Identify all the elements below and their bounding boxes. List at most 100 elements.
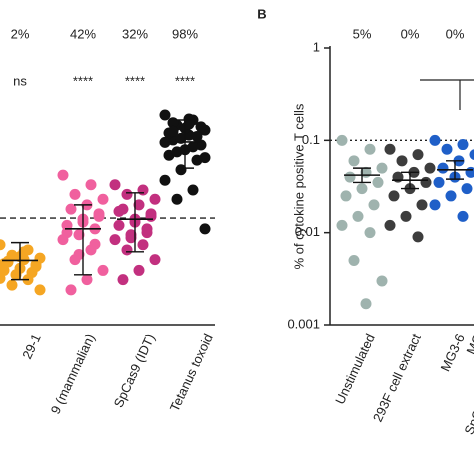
x-tick-label: 293F cell extract bbox=[370, 331, 424, 424]
data-point bbox=[81, 274, 93, 286]
data-point bbox=[195, 121, 207, 133]
data-point bbox=[388, 190, 400, 202]
error-bar bbox=[176, 119, 194, 169]
data-point bbox=[384, 219, 396, 231]
data-point bbox=[364, 227, 376, 239]
x-tick-label: Unstimulated bbox=[332, 331, 378, 406]
data-point bbox=[109, 234, 121, 246]
data-point bbox=[187, 141, 199, 153]
data-point bbox=[133, 199, 145, 211]
y-tick-label: 1 bbox=[313, 39, 320, 54]
data-point bbox=[175, 132, 187, 144]
significance-label: **** bbox=[125, 73, 145, 88]
data-point bbox=[199, 152, 211, 164]
percentage-label: 2% bbox=[11, 26, 30, 41]
data-point bbox=[396, 155, 408, 167]
data-point bbox=[457, 210, 469, 222]
data-point bbox=[384, 143, 396, 155]
data-point bbox=[336, 219, 348, 231]
data-point bbox=[376, 275, 388, 287]
x-tick-label: MG bbox=[463, 331, 474, 356]
percentage-label: 5% bbox=[353, 26, 372, 41]
y-tick-label: 0.1 bbox=[302, 132, 320, 147]
data-point bbox=[109, 179, 121, 191]
data-point bbox=[125, 232, 137, 244]
data-point bbox=[149, 193, 161, 205]
data-point bbox=[368, 199, 380, 211]
data-point bbox=[117, 274, 129, 286]
data-point bbox=[137, 239, 149, 251]
y-tick-label: 0.01 bbox=[295, 224, 320, 239]
data-point bbox=[433, 176, 445, 188]
data-point bbox=[420, 176, 432, 188]
data-point bbox=[0, 239, 6, 251]
data-point bbox=[360, 298, 372, 310]
data-point bbox=[167, 125, 179, 137]
data-point bbox=[412, 231, 424, 243]
x-tick-label: Tetanus toxoid bbox=[167, 331, 216, 413]
data-point bbox=[30, 261, 42, 273]
data-point bbox=[348, 254, 360, 266]
significance-label: **** bbox=[175, 73, 195, 88]
data-point bbox=[441, 143, 453, 155]
data-point bbox=[145, 210, 157, 222]
data-point bbox=[171, 146, 183, 158]
error-bar bbox=[401, 171, 419, 190]
data-point bbox=[199, 223, 211, 235]
data-point bbox=[356, 183, 368, 195]
data-point bbox=[461, 183, 473, 195]
data-point bbox=[149, 254, 161, 266]
error-bar bbox=[126, 192, 144, 253]
data-point bbox=[34, 284, 46, 296]
data-point bbox=[191, 131, 203, 143]
data-point bbox=[69, 188, 81, 200]
data-point bbox=[113, 219, 125, 231]
percentage-label: 0% bbox=[401, 26, 420, 41]
data-point bbox=[65, 203, 77, 215]
error-bar bbox=[353, 167, 371, 184]
bracket bbox=[420, 79, 474, 110]
percentage-label: 42% bbox=[70, 26, 96, 41]
data-point bbox=[141, 227, 153, 239]
data-point bbox=[352, 210, 364, 222]
data-point bbox=[0, 272, 6, 284]
data-point bbox=[133, 264, 145, 276]
data-point bbox=[65, 284, 77, 296]
data-point bbox=[400, 210, 412, 222]
data-point bbox=[113, 205, 125, 217]
data-point bbox=[10, 269, 22, 281]
percentage-label: 98% bbox=[172, 26, 198, 41]
data-point bbox=[73, 249, 85, 261]
data-point bbox=[445, 190, 457, 202]
data-point bbox=[364, 143, 376, 155]
data-point bbox=[372, 176, 384, 188]
x-tick-label: 29-1 bbox=[19, 331, 44, 361]
significance-label: ns bbox=[13, 73, 27, 88]
data-point bbox=[429, 199, 441, 211]
data-point bbox=[97, 264, 109, 276]
error-bar bbox=[446, 160, 464, 180]
data-point bbox=[348, 155, 360, 167]
data-point bbox=[73, 229, 85, 241]
data-point bbox=[85, 179, 97, 191]
data-point bbox=[424, 162, 436, 174]
significance-label: **** bbox=[73, 73, 93, 88]
data-point bbox=[187, 184, 199, 196]
error-bar bbox=[74, 204, 92, 276]
data-point bbox=[340, 190, 352, 202]
data-point bbox=[416, 199, 428, 211]
percentage-label: 0% bbox=[446, 26, 465, 41]
percentage-label: 32% bbox=[122, 26, 148, 41]
data-point bbox=[344, 171, 356, 183]
panel-label: B bbox=[257, 6, 266, 21]
y-axis-title: % of cytokine positive T cells bbox=[291, 103, 306, 269]
data-point bbox=[437, 162, 449, 174]
x-tick-label: 9 (mammalian) bbox=[48, 331, 98, 416]
data-point bbox=[429, 134, 441, 146]
data-point bbox=[336, 134, 348, 146]
data-point bbox=[167, 117, 179, 129]
data-point bbox=[159, 174, 171, 186]
data-point bbox=[97, 193, 109, 205]
data-point bbox=[121, 188, 133, 200]
data-point bbox=[57, 169, 69, 181]
